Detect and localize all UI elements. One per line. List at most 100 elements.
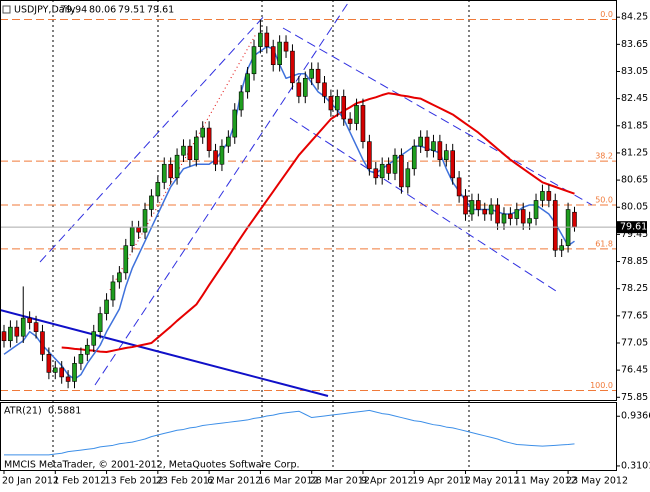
period-separators <box>52 0 470 470</box>
trend-line <box>0 309 329 397</box>
candle-body <box>277 41 282 66</box>
candle-body <box>322 82 327 97</box>
y-tick-label: 84.25 <box>621 12 648 23</box>
y-tick-label: 78.85 <box>621 256 648 267</box>
indicator-line <box>4 409 575 456</box>
candle-body <box>341 96 347 120</box>
candle-body <box>520 209 526 224</box>
candle-body <box>14 326 20 337</box>
fibonacci-label: 50.0 <box>595 195 613 204</box>
candle-body <box>463 195 468 215</box>
y-tick-label: 76.45 <box>621 365 648 376</box>
candle-body <box>85 344 90 355</box>
candle-body <box>495 204 500 224</box>
candle-body <box>161 163 167 183</box>
current-price-label: 79.61 <box>620 222 647 233</box>
candle-body <box>219 145 225 165</box>
candle-body <box>392 154 398 174</box>
candle-body <box>424 136 430 151</box>
x-tick-label: 20 Jan 2012 <box>2 476 59 487</box>
candle-body <box>213 150 218 165</box>
indicator-y-tick-label: 0.9366 <box>621 411 650 422</box>
fibonacci-label: 61.8 <box>595 239 613 248</box>
header-icon <box>2 5 11 14</box>
candle-body <box>296 82 302 97</box>
y-tick-label: 81.85 <box>621 120 648 131</box>
fibonacci-label: 100.0 <box>590 381 613 390</box>
x-tick-label: 13 Feb 2012 <box>105 476 164 487</box>
candle-body <box>456 177 462 197</box>
indicator-layer <box>4 409 575 456</box>
candle-body <box>187 145 193 161</box>
x-tick-label: 1 Feb 2012 <box>53 476 106 487</box>
candle-body <box>1 331 7 342</box>
candle-body <box>40 331 45 355</box>
candle-body <box>238 91 244 111</box>
y-tick-label: 82.45 <box>621 93 648 104</box>
main-panel-frame <box>0 0 617 401</box>
channel-line <box>282 27 593 206</box>
x-tick-label: 23 May 2012 <box>566 476 628 487</box>
candle-body <box>251 46 257 75</box>
candle-body <box>46 353 52 373</box>
y-tick-label: 77.05 <box>621 337 648 348</box>
x-tick-label: 23 Feb 2012 <box>156 476 215 487</box>
candle-body <box>232 109 238 138</box>
candle-body <box>194 136 199 161</box>
header-high: 80.06 <box>89 5 116 16</box>
indicator-last-value: 0.5881 <box>48 406 81 417</box>
candle-body <box>386 163 391 174</box>
candle-body <box>181 145 186 156</box>
y-tick-label: 77.65 <box>621 310 648 321</box>
candle-body <box>258 32 263 47</box>
candle-body <box>91 331 97 346</box>
current-price-box <box>617 221 647 234</box>
candle-body <box>315 68 321 84</box>
channel-line <box>94 0 351 386</box>
candle-body <box>245 73 250 93</box>
candle-body <box>283 41 289 52</box>
candle-body <box>302 77 308 97</box>
candle-body <box>335 96 340 111</box>
candle-body <box>572 211 577 228</box>
candle-body <box>290 50 295 84</box>
header-close: 79.61 <box>147 5 174 16</box>
candle-body <box>110 281 116 301</box>
candle-body <box>27 317 32 323</box>
y-tick-label: 75.85 <box>621 392 648 403</box>
candle-body <box>168 163 173 179</box>
candle-body <box>123 245 129 274</box>
x-tick-label: 1 May 2012 <box>464 476 520 487</box>
price-layer <box>0 19 616 389</box>
x-tick-label: 16 Mar 2012 <box>258 476 318 487</box>
moving-average <box>61 92 575 354</box>
candle-body <box>379 163 385 179</box>
candle-body <box>418 136 423 147</box>
candle-body <box>488 204 494 215</box>
candle-body <box>360 105 366 142</box>
y-tick-label: 83.65 <box>621 39 648 50</box>
candle-body <box>270 46 276 66</box>
candle-body <box>328 96 334 111</box>
y-tick-label: 80.65 <box>621 175 648 186</box>
y-tick-label: 80.05 <box>621 202 648 213</box>
candle-body <box>117 272 122 283</box>
candle-body <box>405 168 411 188</box>
candle-body <box>508 213 513 219</box>
x-tick-label: 11 May 2012 <box>515 476 577 487</box>
x-tick-label: 28 Mar 2012 <box>310 476 370 487</box>
candle-body <box>527 218 532 224</box>
candle-body <box>450 150 456 179</box>
candle-body <box>514 209 520 219</box>
candle-body <box>129 227 135 247</box>
candle-body <box>72 363 77 382</box>
header-low: 79.51 <box>118 5 145 16</box>
candle-body <box>142 209 148 233</box>
y-tick-label: 78.25 <box>621 283 648 294</box>
candle-body <box>552 200 558 251</box>
candle-body <box>264 32 270 47</box>
indicator-label: ATR(21) <box>4 406 42 417</box>
candle-body <box>367 141 372 170</box>
candle-body <box>411 145 417 170</box>
